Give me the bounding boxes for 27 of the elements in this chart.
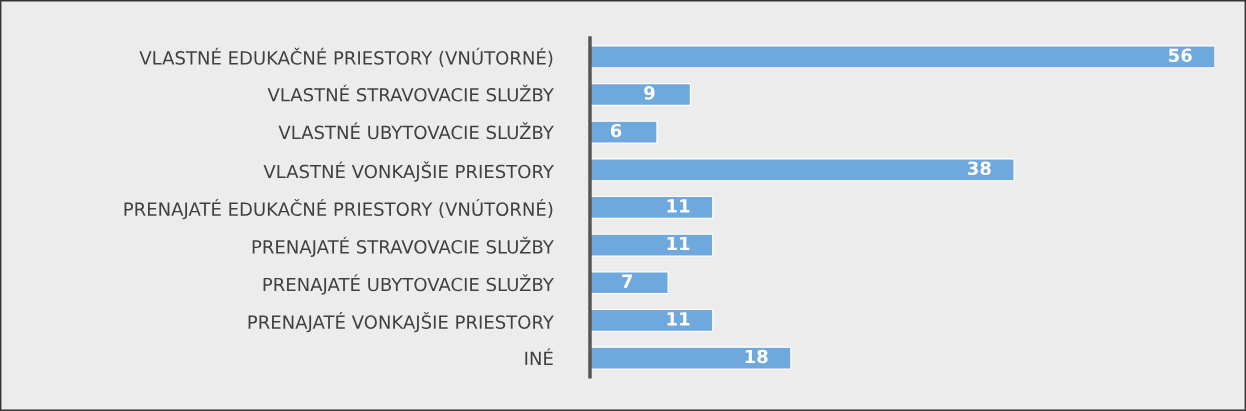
y-tick-label: VLASTNÉ UBYTOVACIE SLUŽBY <box>278 122 554 140</box>
y-tick-label: VLASTNÉ EDUKAČNÉ PRIESTORY (VNÚTORNÉ) <box>139 47 553 67</box>
bar <box>589 271 669 295</box>
bar <box>589 195 714 219</box>
y-tick-label: PRENAJATÉ UBYTOVACIE SLUŽBY <box>263 274 554 295</box>
y-tick-label: PRENAJATÉ VONKAJŠIE PRIESTORY <box>248 311 554 333</box>
data-label: 56 <box>1169 48 1192 63</box>
bar <box>589 83 691 106</box>
bar <box>589 308 714 332</box>
data-label: 11 <box>667 236 690 251</box>
bar <box>589 346 792 370</box>
data-label: 11 <box>667 312 690 326</box>
bar <box>589 158 1015 182</box>
y-tick-label: INÉ <box>525 348 553 365</box>
y-tick-label: VLASTNÉ STRAVOVACIE SLUŽBY <box>267 84 554 102</box>
data-label: 7 <box>622 274 632 288</box>
bar <box>589 120 658 144</box>
data-label: 11 <box>667 199 690 213</box>
y-tick-label: PRENAJATÉ EDUKAČNÉ PRIESTORY (VNÚTORNÉ) <box>124 199 553 220</box>
data-label: 18 <box>745 349 768 364</box>
bar <box>589 233 714 257</box>
data-label: 9 <box>644 86 655 100</box>
y-tick-label: PRENAJATÉ STRAVOVACIE SLUŽBY <box>252 236 554 258</box>
data-label: 38 <box>967 161 991 176</box>
data-label: 6 <box>610 123 622 138</box>
y-tick-label: VLASTNÉ VONKAJŠIE PRIESTORY <box>263 161 554 182</box>
bar <box>589 45 1215 69</box>
